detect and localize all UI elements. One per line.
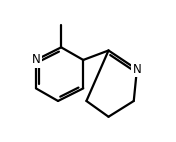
Text: N: N (32, 53, 40, 66)
Text: N: N (133, 63, 141, 76)
